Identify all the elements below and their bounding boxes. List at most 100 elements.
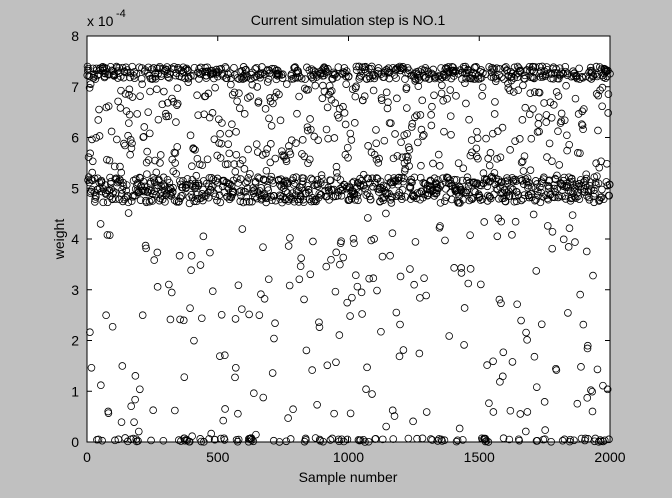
data-point <box>555 191 563 200</box>
data-point <box>536 183 544 192</box>
data-point <box>567 194 575 203</box>
data-point <box>331 71 339 79</box>
data-point <box>499 348 508 357</box>
data-point <box>529 210 538 219</box>
data-point <box>562 81 570 90</box>
data-point <box>284 414 292 422</box>
data-point <box>299 177 307 186</box>
data-point <box>101 181 110 189</box>
data-point <box>243 177 252 186</box>
data-point <box>489 357 497 366</box>
data-point <box>124 209 133 217</box>
data-point <box>380 73 388 81</box>
data-point <box>563 131 571 140</box>
data-point <box>116 104 125 112</box>
data-point <box>348 179 357 187</box>
x-axis-ticks: 0 500 1000 1500 2000 <box>83 36 626 465</box>
y-tick-label: 1 <box>71 383 79 399</box>
data-point <box>147 436 155 445</box>
data-point <box>107 127 116 136</box>
data-point <box>246 92 254 101</box>
data-point <box>350 239 358 248</box>
data-point <box>578 73 586 81</box>
data-point <box>529 105 537 113</box>
data-point <box>370 235 378 243</box>
data-point <box>173 143 182 151</box>
data-point <box>369 86 378 95</box>
data-point <box>373 286 381 295</box>
data-point <box>297 74 306 83</box>
data-point <box>474 190 483 199</box>
data-point <box>579 125 587 134</box>
data-point <box>377 327 385 336</box>
data-point <box>328 186 337 195</box>
data-point <box>144 156 153 164</box>
data-point <box>377 94 386 102</box>
data-point <box>498 372 507 381</box>
y-exponent-power: -4 <box>116 8 126 20</box>
data-point <box>513 300 521 309</box>
data-point <box>168 187 177 196</box>
data-point <box>424 70 433 78</box>
data-point <box>593 172 601 180</box>
data-point <box>257 290 265 299</box>
data-point <box>468 148 476 157</box>
data-point <box>220 436 229 444</box>
data-point <box>437 64 445 72</box>
data-point <box>109 187 118 196</box>
data-point <box>183 181 191 189</box>
data-point <box>535 113 543 122</box>
data-point <box>179 316 188 325</box>
data-point <box>362 385 370 393</box>
data-point <box>583 394 592 402</box>
data-point <box>185 199 194 208</box>
data-point <box>249 437 258 446</box>
data-point <box>495 295 504 304</box>
data-point <box>111 436 119 445</box>
data-point <box>398 186 407 194</box>
y-axis-label: weight <box>51 219 67 261</box>
data-point <box>517 316 525 325</box>
data-point <box>303 63 311 72</box>
data-point <box>142 244 150 253</box>
data-point <box>599 73 608 81</box>
data-point <box>545 139 554 148</box>
data-point <box>571 194 580 202</box>
data-point <box>409 417 417 426</box>
data-point <box>411 113 419 121</box>
data-point <box>532 267 541 275</box>
data-point <box>342 72 350 81</box>
data-point <box>518 116 527 124</box>
data-point <box>584 186 593 194</box>
data-point <box>526 166 535 174</box>
data-point <box>408 119 417 128</box>
data-point <box>244 145 252 154</box>
data-point <box>235 188 244 196</box>
data-point <box>583 344 592 353</box>
data-point <box>433 186 441 195</box>
data-point <box>503 176 512 185</box>
x-tick-label: 500 <box>206 449 230 465</box>
data-point <box>330 134 339 142</box>
data-point <box>187 266 195 275</box>
data-point <box>507 76 516 85</box>
data-point <box>169 183 177 192</box>
data-point <box>596 86 604 95</box>
data-point <box>508 231 516 239</box>
data-point <box>410 280 418 289</box>
data-points <box>83 62 614 446</box>
data-point <box>436 199 445 207</box>
data-point <box>188 193 197 202</box>
data-point <box>388 406 397 415</box>
data-point <box>118 63 127 72</box>
data-point <box>532 195 540 204</box>
data-point <box>393 152 402 160</box>
data-point <box>236 175 245 183</box>
data-point <box>543 153 551 161</box>
data-point <box>124 131 132 140</box>
data-point <box>339 68 348 76</box>
data-point <box>457 264 466 272</box>
data-point <box>559 235 568 244</box>
data-point <box>365 192 374 201</box>
data-point <box>86 328 94 336</box>
